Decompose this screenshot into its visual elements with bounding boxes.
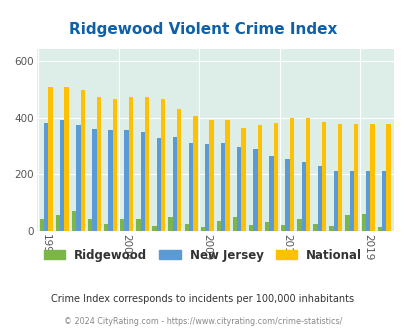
Bar	[145, 97, 149, 231]
Bar	[301, 162, 305, 231]
Bar	[60, 120, 64, 231]
Bar	[80, 90, 85, 231]
Bar	[232, 217, 237, 231]
Bar	[55, 214, 60, 231]
Bar	[128, 97, 133, 231]
Bar	[88, 219, 92, 231]
Bar	[289, 117, 293, 231]
Text: Ridgewood Violent Crime Index: Ridgewood Violent Crime Index	[68, 22, 337, 37]
Bar	[237, 147, 241, 231]
Bar	[48, 87, 53, 231]
Bar	[200, 227, 205, 231]
Bar	[188, 143, 193, 231]
Bar	[328, 226, 333, 231]
Bar	[168, 217, 173, 231]
Bar	[280, 225, 285, 231]
Bar	[40, 219, 44, 231]
Bar	[156, 138, 161, 231]
Bar	[337, 124, 341, 231]
Bar	[305, 118, 309, 231]
Bar	[257, 125, 261, 231]
Bar	[369, 124, 374, 231]
Bar	[205, 144, 209, 231]
Bar	[92, 129, 96, 231]
Bar	[220, 143, 225, 231]
Bar	[381, 172, 386, 231]
Bar	[345, 215, 349, 231]
Bar	[184, 224, 188, 231]
Bar	[209, 120, 213, 231]
Bar	[264, 222, 269, 231]
Bar	[193, 116, 197, 231]
Bar	[313, 224, 317, 231]
Bar	[76, 125, 80, 231]
Bar	[285, 159, 289, 231]
Bar	[296, 219, 301, 231]
Bar	[173, 137, 177, 231]
Bar	[349, 172, 353, 231]
Text: © 2024 CityRating.com - https://www.cityrating.com/crime-statistics/: © 2024 CityRating.com - https://www.city…	[64, 317, 341, 326]
Bar	[225, 120, 229, 231]
Bar	[136, 219, 140, 231]
Bar	[365, 172, 369, 231]
Bar	[333, 172, 337, 231]
Bar	[386, 124, 390, 231]
Bar	[64, 87, 68, 231]
Bar	[273, 123, 277, 231]
Bar	[241, 128, 245, 231]
Bar	[317, 166, 321, 231]
Bar	[361, 214, 365, 231]
Bar	[377, 227, 381, 231]
Bar	[321, 122, 326, 231]
Bar	[96, 97, 101, 231]
Bar	[108, 130, 113, 231]
Bar	[120, 218, 124, 231]
Bar	[152, 226, 156, 231]
Bar	[216, 221, 220, 231]
Text: Crime Index corresponds to incidents per 100,000 inhabitants: Crime Index corresponds to incidents per…	[51, 294, 354, 304]
Bar	[161, 99, 165, 231]
Bar	[353, 124, 358, 231]
Bar	[104, 224, 108, 231]
Bar	[113, 99, 117, 231]
Bar	[248, 225, 253, 231]
Bar	[124, 130, 128, 231]
Bar	[253, 149, 257, 231]
Legend: Ridgewood, New Jersey, National: Ridgewood, New Jersey, National	[39, 244, 366, 266]
Bar	[140, 132, 145, 231]
Bar	[44, 123, 48, 231]
Bar	[269, 156, 273, 231]
Bar	[72, 211, 76, 231]
Bar	[177, 109, 181, 231]
